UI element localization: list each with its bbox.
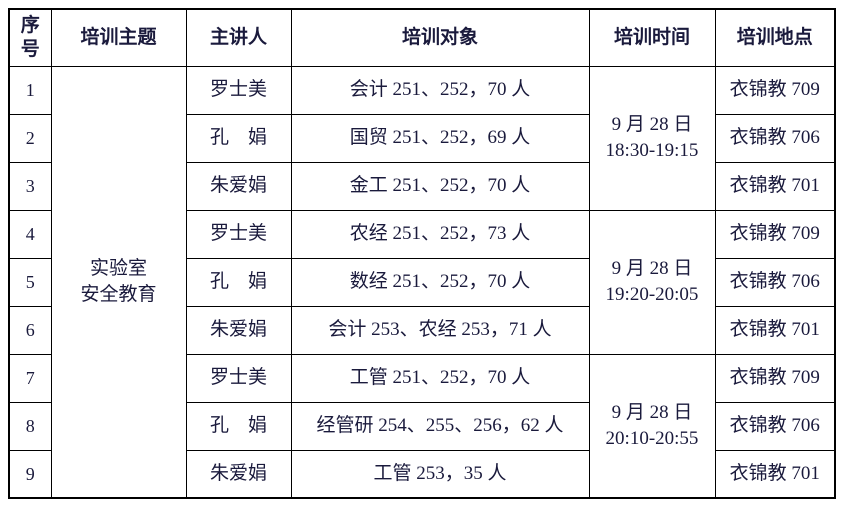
cell-speaker: 朱爱娟 (185, 161, 292, 211)
cell-location: 衣锦教 701 (714, 305, 836, 355)
cell-speaker: 孔 娟 (185, 401, 292, 451)
cell-speaker: 罗士美 (185, 65, 292, 115)
table-row: 9 朱爱娟 工管 253，35 人 衣锦教 701 (8, 449, 836, 499)
col-header-location: 培训地点 (714, 8, 836, 67)
cell-no: 5 (8, 257, 52, 307)
cell-topic: 实验室 安全教育 (50, 65, 187, 499)
cell-location: 衣锦教 706 (714, 401, 836, 451)
cell-no: 9 (8, 449, 52, 499)
cell-location: 衣锦教 709 (714, 65, 836, 115)
cell-audience: 数经 251、252，70 人 (290, 257, 590, 307)
col-header-topic: 培训主题 (50, 8, 187, 67)
cell-audience: 经管研 254、255、256，62 人 (290, 401, 590, 451)
table-row: 1 实验室 安全教育 罗士美 会计 251、252，70 人 9 月 28 日 … (8, 65, 836, 499)
cell-audience: 工管 251、252，70 人 (290, 353, 590, 403)
cell-location: 衣锦教 709 (714, 353, 836, 403)
table-row: 5 孔 娟 数经 251、252，70 人 衣锦教 706 (8, 257, 836, 307)
cell-no: 7 (8, 353, 52, 403)
cell-time-slot-1: 9 月 28 日 18:30-19:15 (588, 65, 716, 211)
cell-speaker: 孔 娟 (185, 113, 292, 163)
cell-audience: 农经 251、252，73 人 (290, 209, 590, 259)
cell-audience: 工管 253，35 人 (290, 449, 590, 499)
cell-time-slot-2: 9 月 28 日 19:20-20:05 (588, 209, 716, 355)
table-row: 6 朱爱娟 会计 253、农经 253，71 人 衣锦教 701 (8, 305, 836, 355)
cell-location: 衣锦教 701 (714, 449, 836, 499)
cell-no: 2 (8, 113, 52, 163)
cell-audience: 国贸 251、252，69 人 (290, 113, 590, 163)
cell-location: 衣锦教 706 (714, 113, 836, 163)
cell-audience: 金工 251、252，70 人 (290, 161, 590, 211)
cell-speaker: 孔 娟 (185, 257, 292, 307)
cell-audience: 会计 253、农经 253，71 人 (290, 305, 590, 355)
cell-location: 衣锦教 709 (714, 209, 836, 259)
cell-audience: 会计 251、252，70 人 (290, 65, 590, 115)
table-row: 7 罗士美 工管 251、252，70 人 9 月 28 日 20:10-20:… (8, 353, 836, 499)
cell-no: 3 (8, 161, 52, 211)
cell-time-slot-3: 9 月 28 日 20:10-20:55 (588, 353, 716, 499)
cell-no: 8 (8, 401, 52, 451)
col-header-audience: 培训对象 (290, 8, 590, 67)
table-row: 8 孔 娟 经管研 254、255、256，62 人 衣锦教 706 (8, 401, 836, 451)
cell-speaker: 朱爱娟 (185, 449, 292, 499)
cell-no: 4 (8, 209, 52, 259)
cell-speaker: 罗士美 (185, 209, 292, 259)
table-row: 4 罗士美 农经 251、252，73 人 9 月 28 日 19:20-20:… (8, 209, 836, 355)
training-schedule-table: 序 号 培训主题 主讲人 培训对象 培训时间 培训地点 1 实验室 安全教育 罗… (8, 8, 836, 499)
cell-no: 1 (8, 65, 52, 115)
cell-location: 衣锦教 701 (714, 161, 836, 211)
header-row: 序 号 培训主题 主讲人 培训对象 培训时间 培训地点 (8, 8, 836, 67)
col-header-index: 序 号 (8, 8, 52, 67)
col-header-speaker: 主讲人 (185, 8, 292, 67)
cell-speaker: 朱爱娟 (185, 305, 292, 355)
col-header-time: 培训时间 (588, 8, 716, 67)
cell-speaker: 罗士美 (185, 353, 292, 403)
cell-no: 6 (8, 305, 52, 355)
table-row: 2 孔 娟 国贸 251、252，69 人 衣锦教 706 (8, 113, 836, 163)
cell-location: 衣锦教 706 (714, 257, 836, 307)
